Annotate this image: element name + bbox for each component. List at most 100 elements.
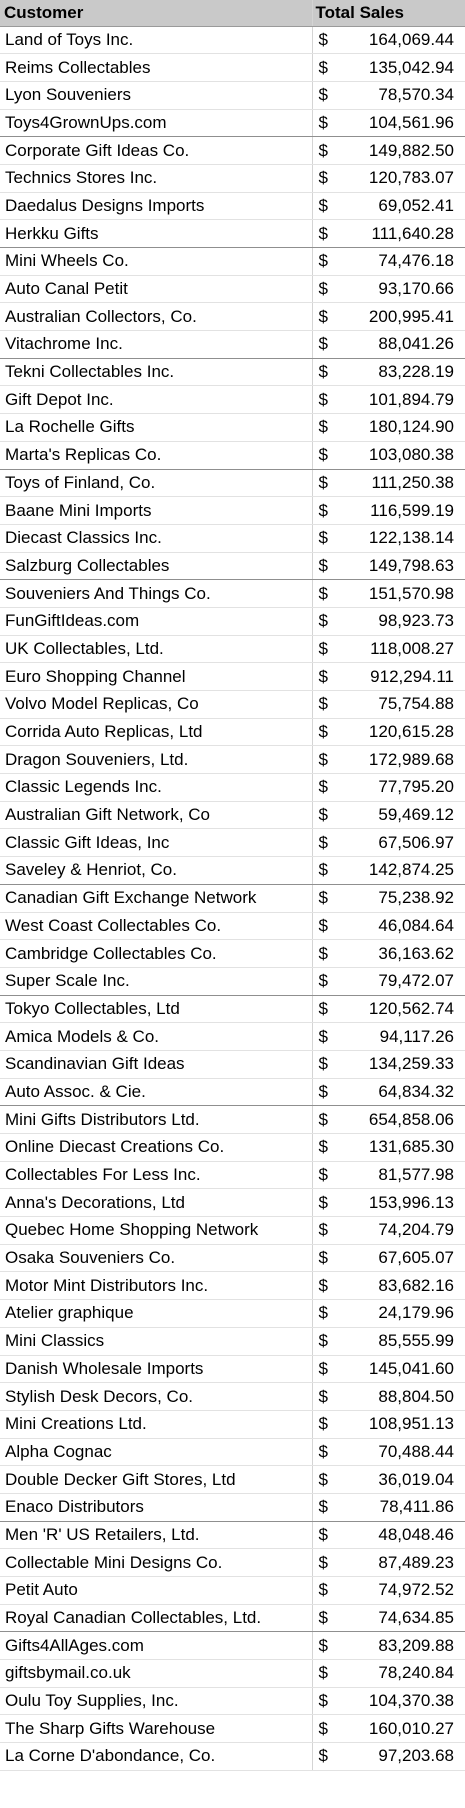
- total-sales-cell[interactable]: 149,882.50: [346, 136, 465, 165]
- customer-cell[interactable]: Dragon Souveniers, Ltd.: [0, 745, 313, 775]
- currency-symbol[interactable]: $: [312, 1410, 346, 1439]
- currency-symbol[interactable]: $: [312, 1161, 346, 1190]
- currency-symbol[interactable]: $: [312, 1659, 346, 1688]
- customer-cell[interactable]: Australian Collectors, Co.: [0, 302, 313, 332]
- total-sales-cell[interactable]: 104,561.96: [346, 109, 465, 138]
- total-sales-cell[interactable]: 160,010.27: [346, 1714, 465, 1744]
- total-sales-cell[interactable]: 77,795.20: [346, 773, 465, 802]
- currency-symbol[interactable]: $: [312, 995, 346, 1024]
- customer-cell[interactable]: Volvo Model Replicas, Co: [0, 690, 313, 719]
- customer-cell[interactable]: Salzburg Collectables: [0, 552, 313, 581]
- total-sales-cell[interactable]: 88,804.50: [346, 1382, 465, 1411]
- currency-symbol[interactable]: $: [312, 1355, 346, 1384]
- currency-symbol[interactable]: $: [312, 1742, 346, 1771]
- customer-cell[interactable]: Atelier graphique: [0, 1299, 313, 1328]
- total-sales-cell[interactable]: 24,179.96: [346, 1299, 465, 1328]
- total-sales-cell[interactable]: 59,469.12: [346, 801, 465, 830]
- currency-symbol[interactable]: $: [312, 26, 346, 55]
- customer-cell[interactable]: Alpha Cognac: [0, 1438, 313, 1467]
- customer-cell[interactable]: Diecast Classics Inc.: [0, 524, 313, 553]
- currency-symbol[interactable]: $: [312, 579, 346, 608]
- total-sales-cell[interactable]: 111,640.28: [346, 219, 465, 248]
- currency-symbol[interactable]: $: [312, 773, 346, 802]
- customer-cell[interactable]: Royal Canadian Collectables, Ltd.: [0, 1604, 313, 1633]
- total-sales-cell[interactable]: 149,798.63: [346, 552, 465, 581]
- customer-cell[interactable]: Daedalus Designs Imports: [0, 192, 313, 221]
- customer-cell[interactable]: Gifts4AllAges.com: [0, 1631, 313, 1661]
- customer-cell[interactable]: Toys of Finland, Co.: [0, 469, 313, 498]
- currency-symbol[interactable]: $: [312, 1604, 346, 1633]
- total-sales-cell[interactable]: 164,069.44: [346, 26, 465, 55]
- customer-cell[interactable]: La Rochelle Gifts: [0, 413, 313, 442]
- customer-cell[interactable]: Oulu Toy Supplies, Inc.: [0, 1687, 313, 1716]
- currency-symbol[interactable]: $: [312, 524, 346, 553]
- total-sales-cell[interactable]: 111,250.38: [346, 469, 465, 498]
- currency-symbol[interactable]: $: [312, 385, 346, 415]
- currency-symbol[interactable]: $: [312, 469, 346, 498]
- currency-symbol[interactable]: $: [312, 53, 346, 82]
- currency-symbol[interactable]: $: [312, 1631, 346, 1661]
- total-sales-cell[interactable]: 78,570.34: [346, 81, 465, 110]
- currency-symbol[interactable]: $: [312, 275, 346, 304]
- total-sales-cell[interactable]: 78,411.86: [346, 1493, 465, 1522]
- total-sales-cell[interactable]: 103,080.38: [346, 441, 465, 470]
- total-sales-cell[interactable]: 104,370.38: [346, 1687, 465, 1716]
- total-sales-cell[interactable]: 654,858.06: [346, 1105, 465, 1134]
- total-sales-cell[interactable]: 78,240.84: [346, 1659, 465, 1688]
- currency-symbol[interactable]: $: [312, 1022, 346, 1051]
- total-sales-cell[interactable]: 151,570.98: [346, 579, 465, 608]
- currency-symbol[interactable]: $: [312, 109, 346, 138]
- total-sales-cell[interactable]: 120,615.28: [346, 718, 465, 747]
- total-sales-cell[interactable]: 85,555.99: [346, 1327, 465, 1356]
- currency-symbol[interactable]: $: [312, 856, 346, 885]
- total-sales-cell[interactable]: 81,577.98: [346, 1161, 465, 1190]
- customer-cell[interactable]: Corrida Auto Replicas, Ltd: [0, 718, 313, 747]
- total-sales-cell[interactable]: 48,048.46: [346, 1521, 465, 1550]
- currency-symbol[interactable]: $: [312, 136, 346, 165]
- total-sales-cell[interactable]: 67,605.07: [346, 1244, 465, 1273]
- currency-symbol[interactable]: $: [312, 745, 346, 775]
- currency-symbol[interactable]: $: [312, 884, 346, 913]
- currency-symbol[interactable]: $: [312, 330, 346, 359]
- total-sales-cell[interactable]: 36,163.62: [346, 939, 465, 968]
- customer-cell[interactable]: Auto Assoc. & Cie.: [0, 1078, 313, 1107]
- currency-symbol[interactable]: $: [312, 635, 346, 664]
- customer-cell[interactable]: Mini Creations Ltd.: [0, 1410, 313, 1439]
- total-sales-cell[interactable]: 83,682.16: [346, 1271, 465, 1301]
- currency-symbol[interactable]: $: [312, 1714, 346, 1744]
- total-sales-cell[interactable]: 135,042.94: [346, 53, 465, 82]
- total-sales-cell[interactable]: 74,634.85: [346, 1604, 465, 1633]
- customer-cell[interactable]: Euro Shopping Channel: [0, 662, 313, 691]
- currency-symbol[interactable]: $: [312, 302, 346, 332]
- currency-symbol[interactable]: $: [312, 1271, 346, 1301]
- customer-cell[interactable]: FunGiftIdeas.com: [0, 607, 313, 636]
- currency-symbol[interactable]: $: [312, 967, 346, 996]
- total-sales-cell[interactable]: 70,488.44: [346, 1438, 465, 1467]
- customer-cell[interactable]: Quebec Home Shopping Network: [0, 1216, 313, 1245]
- total-sales-cell[interactable]: 120,783.07: [346, 164, 465, 193]
- currency-symbol[interactable]: $: [312, 1105, 346, 1134]
- currency-symbol[interactable]: $: [312, 1327, 346, 1356]
- customer-cell[interactable]: Men 'R' US Retailers, Ltd.: [0, 1521, 313, 1550]
- total-sales-cell[interactable]: 94,117.26: [346, 1022, 465, 1051]
- customer-cell[interactable]: Anna's Decorations, Ltd: [0, 1188, 313, 1218]
- currency-symbol[interactable]: $: [312, 1050, 346, 1079]
- customer-cell[interactable]: Amica Models & Co.: [0, 1022, 313, 1051]
- customer-cell[interactable]: West Coast Collectables Co.: [0, 912, 313, 941]
- customer-cell[interactable]: Mini Classics: [0, 1327, 313, 1356]
- currency-symbol[interactable]: $: [312, 1299, 346, 1328]
- customer-cell[interactable]: Danish Wholesale Imports: [0, 1355, 313, 1384]
- currency-symbol[interactable]: $: [312, 690, 346, 719]
- currency-symbol[interactable]: $: [312, 1521, 346, 1550]
- customer-cell[interactable]: Herkku Gifts: [0, 219, 313, 248]
- customer-cell[interactable]: Tokyo Collectables, Ltd: [0, 995, 313, 1024]
- currency-symbol[interactable]: $: [312, 1133, 346, 1162]
- customer-cell[interactable]: Double Decker Gift Stores, Ltd: [0, 1465, 313, 1494]
- total-sales-cell[interactable]: 74,204.79: [346, 1216, 465, 1245]
- customer-cell[interactable]: Motor Mint Distributors Inc.: [0, 1271, 313, 1301]
- total-sales-cell[interactable]: 180,124.90: [346, 413, 465, 442]
- total-sales-cell[interactable]: 122,138.14: [346, 524, 465, 553]
- customer-cell[interactable]: Tekni Collectables Inc.: [0, 358, 313, 387]
- total-sales-cell[interactable]: 172,989.68: [346, 745, 465, 775]
- total-sales-cell[interactable]: 153,996.13: [346, 1188, 465, 1218]
